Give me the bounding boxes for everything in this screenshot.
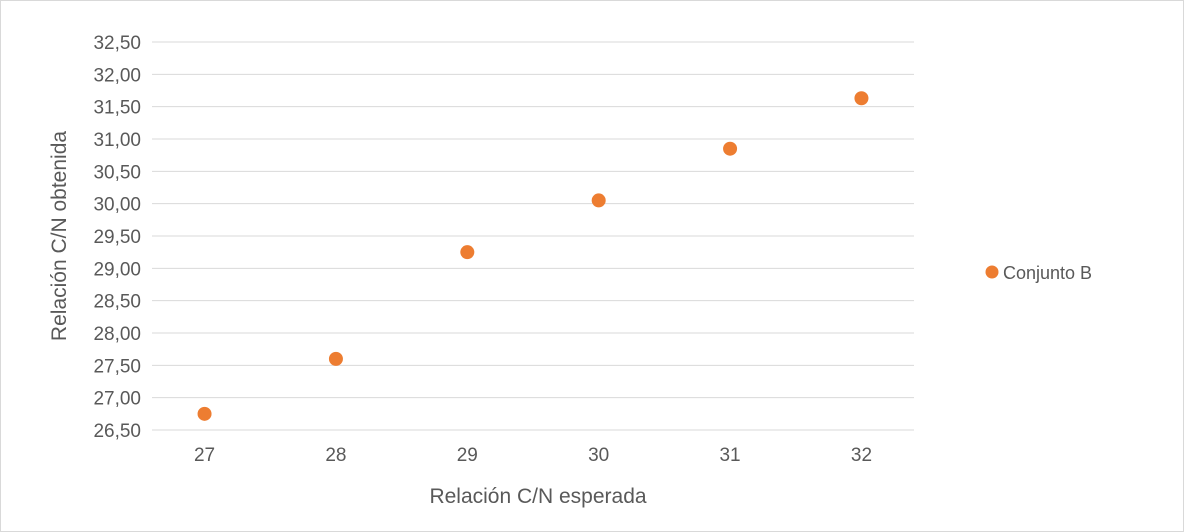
y-tick-label: 28,50 <box>93 292 141 313</box>
y-tick-label: 32,50 <box>93 33 141 54</box>
data-point <box>328 351 343 366</box>
data-point <box>460 245 475 260</box>
y-tick-label: 26,50 <box>93 421 141 442</box>
x-tick-label: 27 <box>194 445 215 466</box>
x-tick-label: 32 <box>851 445 872 466</box>
y-tick-label: 32,00 <box>93 65 141 86</box>
y-axis-tick-labels: 26,50 27,00 27,50 28,00 28,50 29,00 29,50 30,00… <box>93 33 141 442</box>
data-point <box>723 141 738 156</box>
x-tick-label: 29 <box>457 445 478 466</box>
y-tick-label: 30,00 <box>93 195 141 216</box>
data-point <box>197 406 212 421</box>
y-tick-label: 27,50 <box>93 356 141 377</box>
y-tick-label: 29,50 <box>93 227 141 248</box>
legend-label: Conjunto B <box>1003 263 1092 283</box>
x-tick-label: 31 <box>719 445 740 466</box>
x-tick-label: 28 <box>325 445 346 466</box>
y-tick-label: 30,50 <box>93 162 141 183</box>
y-tick-label: 31,00 <box>93 130 141 151</box>
legend-marker <box>985 265 999 279</box>
data-point <box>591 193 606 208</box>
y-tick-label: 31,50 <box>93 98 141 119</box>
y-axis-label: Relación C/N obtenida <box>48 131 71 341</box>
x-axis-tick-labels: 27 28 29 30 31 32 <box>194 445 872 466</box>
series-conjunto-b <box>197 91 869 421</box>
y-tick-label: 29,00 <box>93 259 141 280</box>
x-tick-label: 30 <box>588 445 609 466</box>
legend: Conjunto B <box>985 263 1092 283</box>
gridlines <box>152 41 914 431</box>
y-tick-label: 28,00 <box>93 324 141 345</box>
y-tick-label: 27,00 <box>93 389 141 410</box>
data-point <box>854 91 869 106</box>
x-axis-label: Relación C/N esperada <box>429 485 646 508</box>
